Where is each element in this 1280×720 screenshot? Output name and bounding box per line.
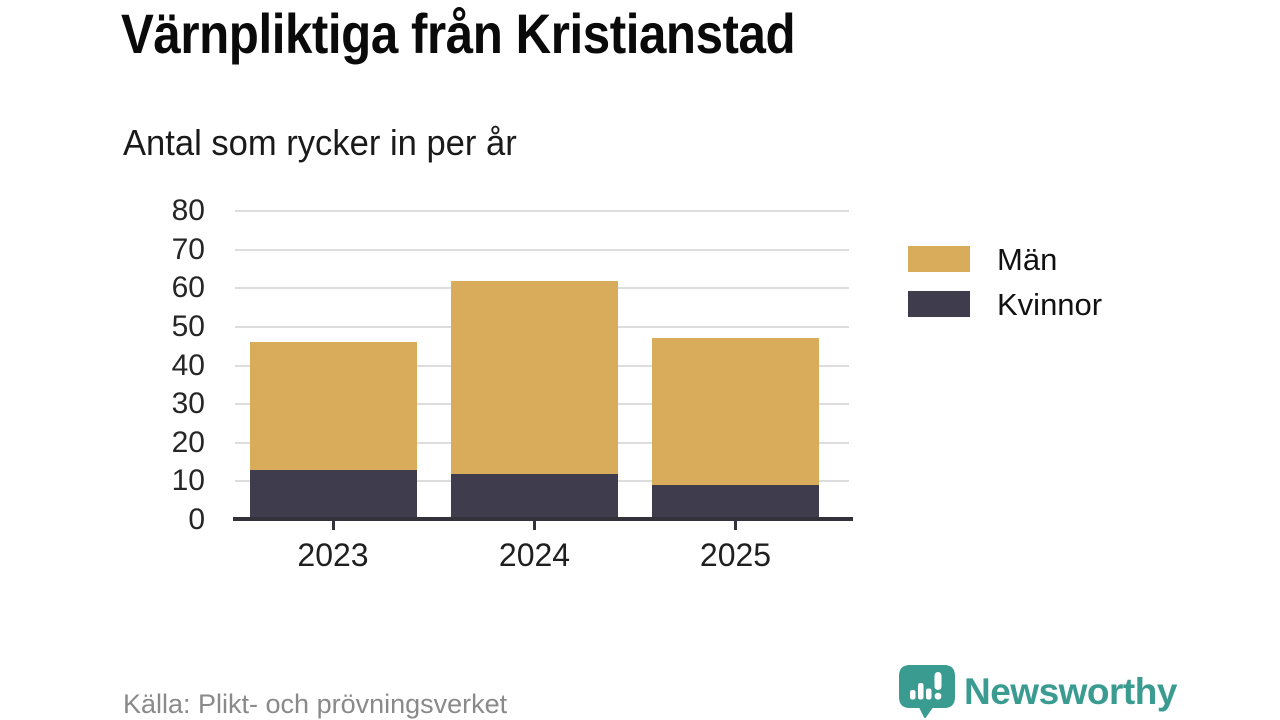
y-tick-label-70: 70 [171, 232, 205, 266]
x-tick-label-2025: 2025 [699, 537, 772, 573]
x-tick-2023 [331, 521, 335, 530]
logo-exclamation-bar-icon [934, 672, 942, 690]
legend-swatch-män [908, 246, 970, 272]
x-tick-2025 [734, 521, 737, 530]
bar-2025-män [652, 338, 819, 486]
y-tick-label-40: 40 [171, 348, 205, 382]
x-tick-label-2023: 2023 [297, 537, 369, 573]
y-tick-label-50: 50 [171, 309, 205, 343]
y-tick-label-10: 10 [171, 464, 205, 498]
y-tick-label-20: 20 [171, 425, 205, 459]
gridline-70 [235, 248, 849, 251]
x-tick-2024 [533, 521, 536, 530]
logo-bar-medium-icon [926, 688, 932, 700]
bar-2023-kvinnor [249, 469, 417, 520]
x-tick-label-2024: 2024 [498, 537, 571, 573]
brand-name: Newsworthy [964, 671, 1177, 712]
gridline-80 [235, 210, 849, 212]
y-tick-label-30: 30 [171, 387, 205, 421]
logo-bar-small-icon [910, 690, 916, 700]
bar-2024-kvinnor [451, 473, 618, 520]
y-tick-label-0: 0 [188, 503, 205, 536]
legend-label-kvinnor: Kvinnor [997, 287, 1103, 322]
bar-2023-män [249, 342, 417, 470]
y-tick-label-80: 80 [171, 194, 205, 227]
y-tick-label-60: 60 [171, 271, 205, 305]
legend-swatch-kvinnor [908, 291, 970, 317]
source-note: Källa: Plikt- och prövningsverket [123, 689, 508, 719]
x-axis-line [233, 517, 853, 521]
logo-bar-tall-icon [918, 683, 924, 700]
newsworthy-logo-icon [899, 665, 955, 718]
bar-2024-män [451, 280, 618, 474]
bar-2025-kvinnor [652, 485, 819, 520]
legend-label-män: Män [997, 242, 1058, 277]
chart-subtitle: Antal som rycker in per år [123, 122, 517, 163]
logo-exclamation-dot-icon [934, 692, 942, 700]
brand-footer: Newsworthy [899, 665, 1177, 719]
chart-title: Värnpliktiga från Kristianstad [121, 2, 796, 65]
